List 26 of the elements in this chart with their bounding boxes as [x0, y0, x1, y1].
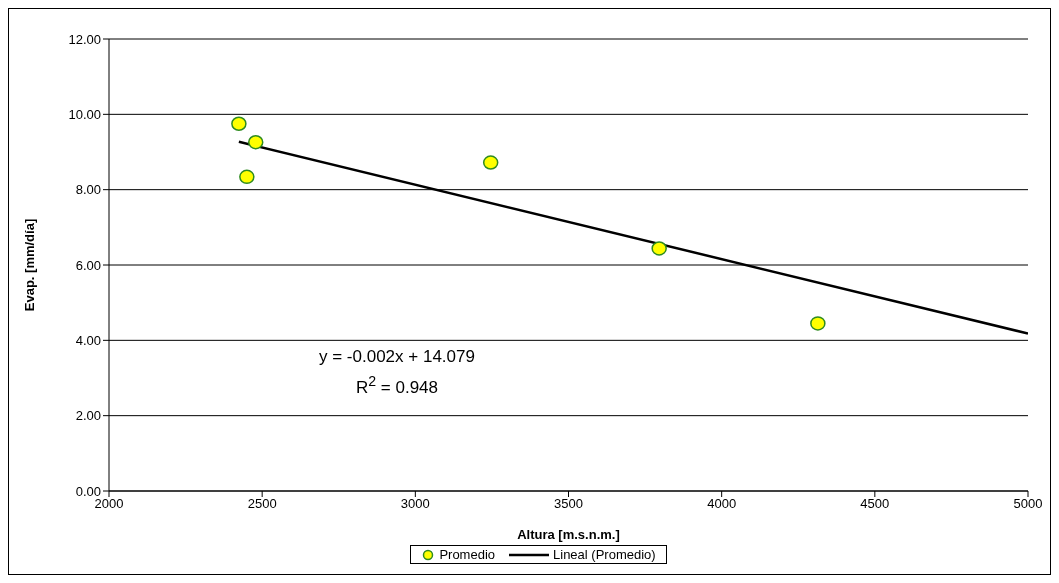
- point: [231, 116, 247, 131]
- x-tick-label: 3500: [554, 496, 583, 512]
- legend-label: Lineal (Promedio): [552, 547, 656, 562]
- x-tick-label: 2500: [247, 496, 277, 512]
- annotation: R$^{2}$ = 0.948: [354, 372, 439, 399]
- x-tick-label: 4500: [860, 496, 890, 512]
- y-tick-label: 12.00: [68, 31, 101, 47]
- point: [482, 155, 499, 170]
- point: [239, 169, 255, 185]
- y-tick-label: 4.00: [75, 332, 101, 348]
- x-tick-label: 2000: [94, 496, 124, 512]
- y-tick-label: 6.00: [75, 257, 101, 273]
- y-tick-label: 2.00: [75, 408, 101, 424]
- y-tick-label: 0.00: [75, 483, 101, 499]
- x-tick-label: 4000: [707, 496, 737, 512]
- point: [810, 316, 826, 331]
- legend-label: Promedio: [438, 547, 496, 562]
- annotation: y = -0.002x + 14.079: [319, 346, 475, 368]
- x-axis-title: Altura [m.s.n.m.]: [517, 527, 620, 542]
- point: [651, 241, 667, 256]
- point: [247, 134, 264, 150]
- y-tick-label: 8.00: [75, 182, 101, 198]
- y-axis-title: Evap. [mm/día]: [21, 218, 37, 312]
- y-tick-label: 10.00: [68, 106, 101, 122]
- x-tick-label: 5000: [1013, 496, 1043, 512]
- x-tick-label: 3000: [400, 496, 430, 512]
